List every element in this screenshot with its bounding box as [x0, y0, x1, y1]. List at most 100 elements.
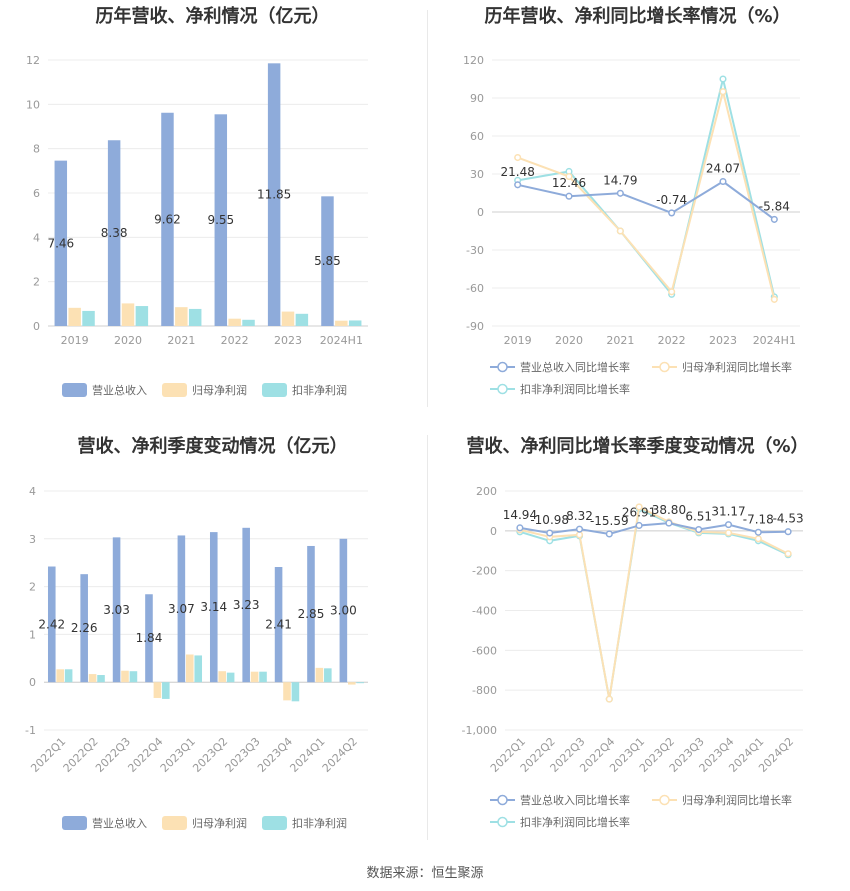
- data-point: [514, 181, 522, 189]
- bar-revenue: [214, 114, 228, 326]
- bar-deducted-profit: [129, 671, 138, 683]
- bar-net-profit: [348, 682, 356, 685]
- bar-revenue: [339, 538, 348, 683]
- data-point: [784, 528, 792, 536]
- legend-label: 扣非净利润: [292, 816, 347, 830]
- y-tick-label: -200: [472, 565, 497, 578]
- data-point: [575, 531, 584, 539]
- y-tick-label: -30: [466, 244, 484, 257]
- data-point: [719, 75, 727, 83]
- x-tick-label: 2021: [606, 334, 634, 347]
- legend-swatch: [62, 383, 87, 397]
- bar-revenue: [107, 140, 121, 326]
- data-point: [605, 695, 613, 703]
- chart-panel-quarterly-growth-rate: 营收、净利同比增长率季度变动情况（%） -1,000 -800 -600 -400 -2…: [425, 430, 850, 860]
- data-label: -0.74: [656, 193, 687, 207]
- bar-net-profit: [283, 682, 291, 701]
- data-label: 8.38: [101, 226, 128, 240]
- bar-net-profit: [56, 669, 64, 683]
- data-point: [565, 172, 573, 181]
- y-tick-label: 3: [29, 533, 36, 546]
- bar-deducted-profit: [295, 313, 309, 326]
- legend-marker: [659, 361, 670, 373]
- y-tick-label: 1: [29, 628, 36, 641]
- bar-deducted-profit: [259, 671, 267, 683]
- data-point: [719, 177, 727, 186]
- data-point: [605, 530, 613, 538]
- legend-label: 归母净利润: [192, 383, 247, 397]
- bar-deducted-profit: [356, 682, 365, 684]
- legend-label: 营业总收入: [92, 816, 147, 830]
- x-tick-label: 2019: [61, 334, 89, 347]
- bar-deducted-profit: [188, 308, 202, 326]
- data-point: [516, 524, 524, 532]
- chart-svg: -1,000-800-600-400-20002002022Q12022Q220…: [462, 485, 804, 829]
- y-tick-label: 2: [33, 276, 40, 289]
- bar-revenue: [321, 196, 334, 326]
- data-point: [754, 535, 762, 543]
- bar-net-profit: [335, 320, 348, 326]
- plot-area: 0 2 4 6 8 10 12 2019 2020 2021 2022 2023 2024H1 7.46 8…: [26, 54, 368, 397]
- y-tick-label: -90: [466, 320, 484, 333]
- data-point: [770, 215, 778, 223]
- y-tick-label: 10: [26, 98, 40, 111]
- series-line-revenue-growth: [517, 180, 775, 221]
- legend-label: 营业总收入同比增长率: [520, 360, 630, 374]
- y-tick-label: -60: [466, 282, 484, 295]
- chart-panel-annual-revenue-profit: 历年营收、净利情况（亿元） 0 2 4 6 8 10 12 2019 2020 2021 2022 2…: [0, 0, 425, 430]
- x-tick-label: 2022: [221, 334, 249, 347]
- data-label: 26.91: [622, 505, 656, 519]
- data-label: -7.18: [743, 512, 774, 526]
- data-label: 24.07: [706, 162, 740, 176]
- bar-net-profit: [186, 654, 194, 683]
- plot-area: -90 -60 -30 0 30 60 90 120 2019 2020 2021 2022 2023 2…: [463, 54, 800, 396]
- y-tick-label: 0: [490, 525, 497, 538]
- bar-net-profit: [315, 667, 324, 683]
- data-label: 9.55: [207, 213, 234, 227]
- data-label: 3.23: [233, 598, 260, 612]
- x-tick-label: 2023: [274, 334, 302, 347]
- plot-area: -1012342022Q12022Q22022Q32022Q42023Q1202…: [25, 485, 368, 830]
- x-tick-label: 2024Q1: [287, 735, 327, 775]
- data-point: [616, 189, 624, 197]
- bar-deducted-profit: [135, 306, 149, 326]
- divider: [427, 435, 428, 840]
- x-tick-label: 2020: [114, 334, 142, 347]
- bar-revenue: [274, 567, 283, 683]
- bar-net-profit: [121, 303, 135, 326]
- legend-swatch: [162, 816, 187, 830]
- bar-deducted-profit: [162, 682, 170, 699]
- legend-swatch: [262, 816, 287, 830]
- y-tick-label: 90: [470, 92, 484, 105]
- data-point: [575, 525, 584, 533]
- bar-net-profit: [175, 307, 188, 326]
- y-tick-label: 60: [470, 130, 484, 143]
- y-tick-label: -1,000: [462, 724, 497, 737]
- x-tick-label: 2022Q4: [125, 735, 165, 775]
- data-label: 3.03: [103, 603, 130, 617]
- chart-panel-quarterly-revenue-profit: 营收、净利季度变动情况（亿元） -1 0 1 2 3 4 2022Q1 2022Q2 2022Q…: [0, 430, 425, 860]
- bar-net-profit: [88, 674, 97, 683]
- y-tick-label: -400: [472, 605, 497, 618]
- bar-net-profit: [68, 307, 81, 326]
- data-label: 1.84: [136, 631, 163, 645]
- data-label: 14.79: [603, 173, 637, 187]
- y-tick-label: -800: [472, 684, 497, 697]
- data-point: [770, 295, 778, 303]
- legend-swatch: [262, 383, 287, 397]
- data-label: 14.94: [503, 508, 537, 522]
- data-label: 5.85: [314, 254, 341, 268]
- bar-deducted-profit: [324, 668, 332, 683]
- bar-net-profit: [218, 671, 226, 683]
- x-tick-label: 2023: [709, 334, 737, 347]
- y-tick-label: -1: [25, 724, 36, 737]
- data-label: 38.80: [652, 503, 686, 517]
- data-point: [668, 288, 676, 296]
- chart-svg: 0 2 4 6 8 10 12 2019 2020 2021 2022 2023 2024H1 7.46 8…: [26, 54, 368, 397]
- data-point: [665, 519, 673, 527]
- series-line-revenue-growth: [519, 522, 789, 535]
- chart-svg: -1012342022Q12022Q22022Q32022Q42023Q1202…: [25, 485, 368, 830]
- legend-label: 归母净利润同比增长率: [682, 793, 792, 807]
- legend-label: 扣非净利润同比增长率: [520, 815, 630, 829]
- bar-deducted-profit: [291, 682, 300, 702]
